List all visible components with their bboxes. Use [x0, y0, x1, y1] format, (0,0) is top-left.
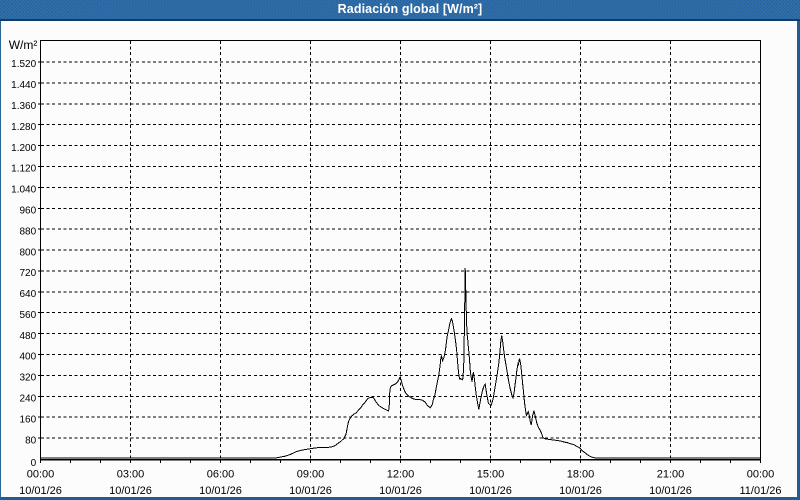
- svg-text:00:00: 00:00: [27, 469, 55, 481]
- svg-text:1.040: 1.040: [11, 185, 36, 196]
- svg-text:10/01/26: 10/01/26: [199, 485, 242, 497]
- svg-text:0: 0: [31, 458, 37, 469]
- svg-text:12:00: 12:00: [387, 469, 415, 481]
- svg-text:400: 400: [20, 352, 37, 363]
- svg-text:720: 720: [20, 268, 37, 279]
- svg-text:00:00: 00:00: [747, 469, 775, 481]
- svg-text:W/m²: W/m²: [9, 38, 38, 52]
- svg-text:880: 880: [20, 226, 37, 237]
- svg-text:1.120: 1.120: [11, 164, 36, 175]
- svg-text:10/01/26: 10/01/26: [19, 485, 62, 497]
- svg-text:1.440: 1.440: [11, 80, 36, 91]
- svg-text:640: 640: [20, 289, 37, 300]
- svg-text:10/01/26: 10/01/26: [289, 485, 332, 497]
- svg-text:03:00: 03:00: [117, 469, 145, 481]
- svg-text:800: 800: [20, 247, 37, 258]
- svg-text:960: 960: [20, 205, 37, 216]
- svg-text:10/01/26: 10/01/26: [379, 485, 422, 497]
- svg-text:09:00: 09:00: [297, 469, 325, 481]
- svg-text:1.520: 1.520: [11, 59, 36, 70]
- svg-text:160: 160: [20, 414, 37, 425]
- svg-text:15:00: 15:00: [477, 469, 505, 481]
- svg-text:560: 560: [20, 310, 37, 321]
- svg-text:240: 240: [20, 394, 37, 405]
- svg-text:320: 320: [20, 373, 37, 384]
- svg-text:1.200: 1.200: [11, 143, 36, 154]
- svg-text:80: 80: [25, 435, 37, 446]
- svg-text:10/01/26: 10/01/26: [559, 485, 602, 497]
- svg-text:18:00: 18:00: [567, 469, 595, 481]
- svg-text:10/01/26: 10/01/26: [469, 485, 512, 497]
- svg-text:06:00: 06:00: [207, 469, 235, 481]
- svg-text:10/01/26: 10/01/26: [109, 485, 152, 497]
- svg-text:11/01/26: 11/01/26: [739, 485, 781, 497]
- svg-text:10/01/26: 10/01/26: [649, 485, 692, 497]
- svg-text:480: 480: [20, 331, 37, 342]
- svg-text:1.280: 1.280: [11, 122, 36, 133]
- svg-text:1.360: 1.360: [11, 101, 36, 112]
- svg-text:21:00: 21:00: [657, 469, 685, 481]
